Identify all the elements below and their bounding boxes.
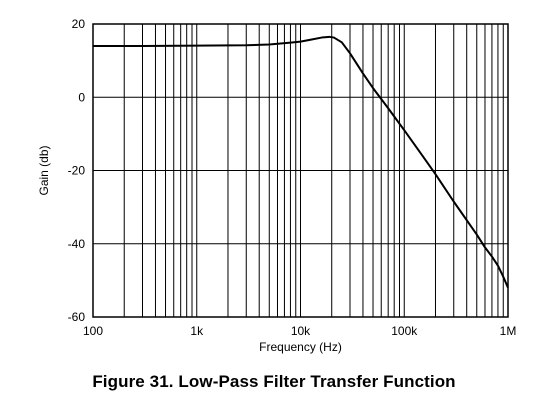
x-tick-labels: 100 1k 10k 100k 1M <box>83 324 516 338</box>
y-tick-label: -20 <box>68 164 86 178</box>
y-tick-label: -60 <box>68 310 86 324</box>
series-group <box>93 35 509 289</box>
x-tick-label: 100k <box>391 324 418 338</box>
x-tick-label: 10k <box>291 324 311 338</box>
y-tick-label: 0 <box>78 90 85 104</box>
grid <box>93 24 508 317</box>
plot-frame <box>92 23 509 318</box>
y-tick-label: 20 <box>72 17 86 31</box>
y-axis-title: Gain (db) <box>37 145 51 195</box>
x-tick-label: 1k <box>190 324 204 338</box>
x-axis-title: Frequency (Hz) <box>259 340 342 354</box>
y-tick-labels: 20 0 -20 -40 -60 <box>68 17 86 324</box>
chart: 100 1k 10k 100k 1M 20 0 -20 -40 -60 Frequency (H… <box>37 17 516 354</box>
x-tick-label: 100 <box>83 324 103 338</box>
figure-caption: Figure 31. Low-Pass Filter Transfer Func… <box>92 372 456 391</box>
y-tick-label: -40 <box>68 237 86 251</box>
series-line <box>93 35 509 289</box>
x-tick-label: 1M <box>500 324 517 338</box>
